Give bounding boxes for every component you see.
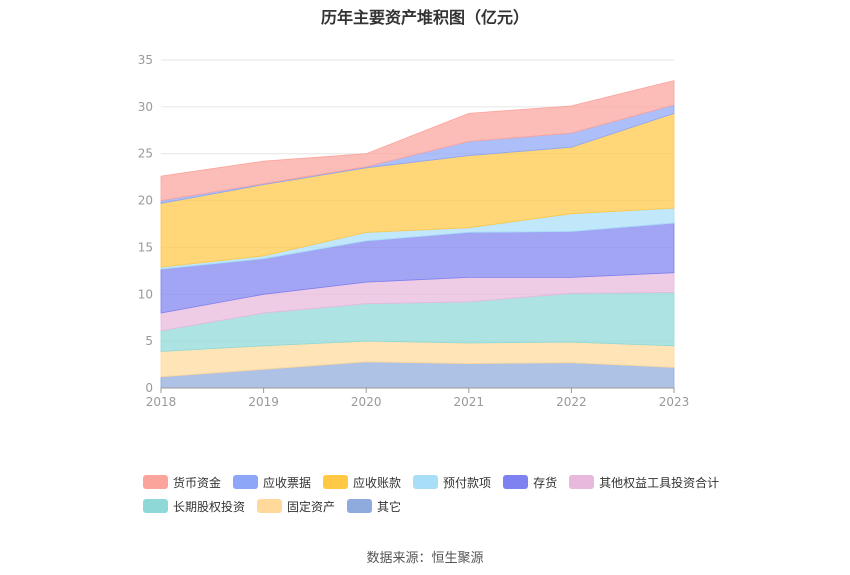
- legend-label: 存货: [533, 475, 558, 490]
- legend-swatch: [257, 499, 283, 513]
- x-tick-label: 2022: [556, 395, 587, 409]
- legend-row: 长期股权投资 固定资产 其它: [143, 498, 763, 522]
- y-tick-label: 30: [138, 100, 153, 114]
- legend-label: 应收票据: [263, 475, 312, 490]
- legend-item[interactable]: 存货: [503, 474, 557, 490]
- legend-label: 预付款项: [443, 475, 492, 490]
- legend-swatch: [143, 475, 168, 489]
- y-tick-label: 15: [138, 240, 153, 254]
- legend-item[interactable]: 预付款项: [413, 474, 491, 490]
- legend-item[interactable]: 其他权益工具投资合计: [569, 474, 719, 490]
- data-source-note: 数据来源：恒生聚源: [366, 551, 484, 566]
- legend-item[interactable]: 应收账款: [323, 474, 401, 490]
- x-tick-label: 2018: [146, 395, 177, 409]
- y-tick-label: 0: [145, 381, 153, 395]
- legend-swatch: [413, 475, 439, 489]
- legend-item[interactable]: 长期股权投资: [143, 498, 245, 514]
- legend-label: 货币资金: [173, 475, 222, 490]
- y-tick-label: 25: [138, 147, 153, 161]
- legend-swatch: [569, 475, 595, 489]
- x-tick-label: 2023: [659, 395, 690, 409]
- legend-item[interactable]: 固定资产: [257, 498, 335, 514]
- x-tick-label: 2020: [351, 395, 382, 409]
- legend-swatch: [143, 499, 168, 513]
- chart-legend: 货币资金 应收票据 应收账款 预付款项 存货 其他权益工具投资合计长期股权投资 固定资产 其它: [143, 474, 763, 522]
- y-tick-label: 20: [138, 194, 153, 208]
- legend-label: 其它: [377, 499, 402, 514]
- legend-label: 应收账款: [353, 475, 402, 490]
- y-tick-label: 5: [145, 334, 153, 348]
- legend-swatch: [347, 499, 373, 513]
- y-tick-label: 35: [138, 53, 153, 67]
- legend-swatch: [503, 475, 529, 489]
- legend-item[interactable]: 应收票据: [233, 474, 311, 490]
- x-tick-label: 2021: [454, 395, 485, 409]
- chart-title: 历年主要资产堆积图（亿元）: [320, 8, 529, 27]
- area-series-8: [160, 80, 675, 202]
- legend-item[interactable]: 其它: [347, 498, 401, 514]
- legend-swatch: [233, 475, 259, 489]
- legend-label: 其他权益工具投资合计: [599, 475, 720, 490]
- area-chart-plot: 0 5 10 15 20 25 30 35 2018 2019 2020 2021 2022 2023: [138, 53, 690, 409]
- legend-swatch: [323, 475, 349, 489]
- legend-label: 长期股权投资: [173, 499, 246, 514]
- legend-label: 固定资产: [287, 499, 336, 514]
- legend-row: 货币资金 应收票据 应收账款 预付款项 存货 其他权益工具投资合计: [143, 474, 763, 498]
- legend-item[interactable]: 货币资金: [143, 474, 221, 490]
- x-tick-label: 2019: [248, 395, 279, 409]
- y-tick-label: 10: [138, 287, 153, 301]
